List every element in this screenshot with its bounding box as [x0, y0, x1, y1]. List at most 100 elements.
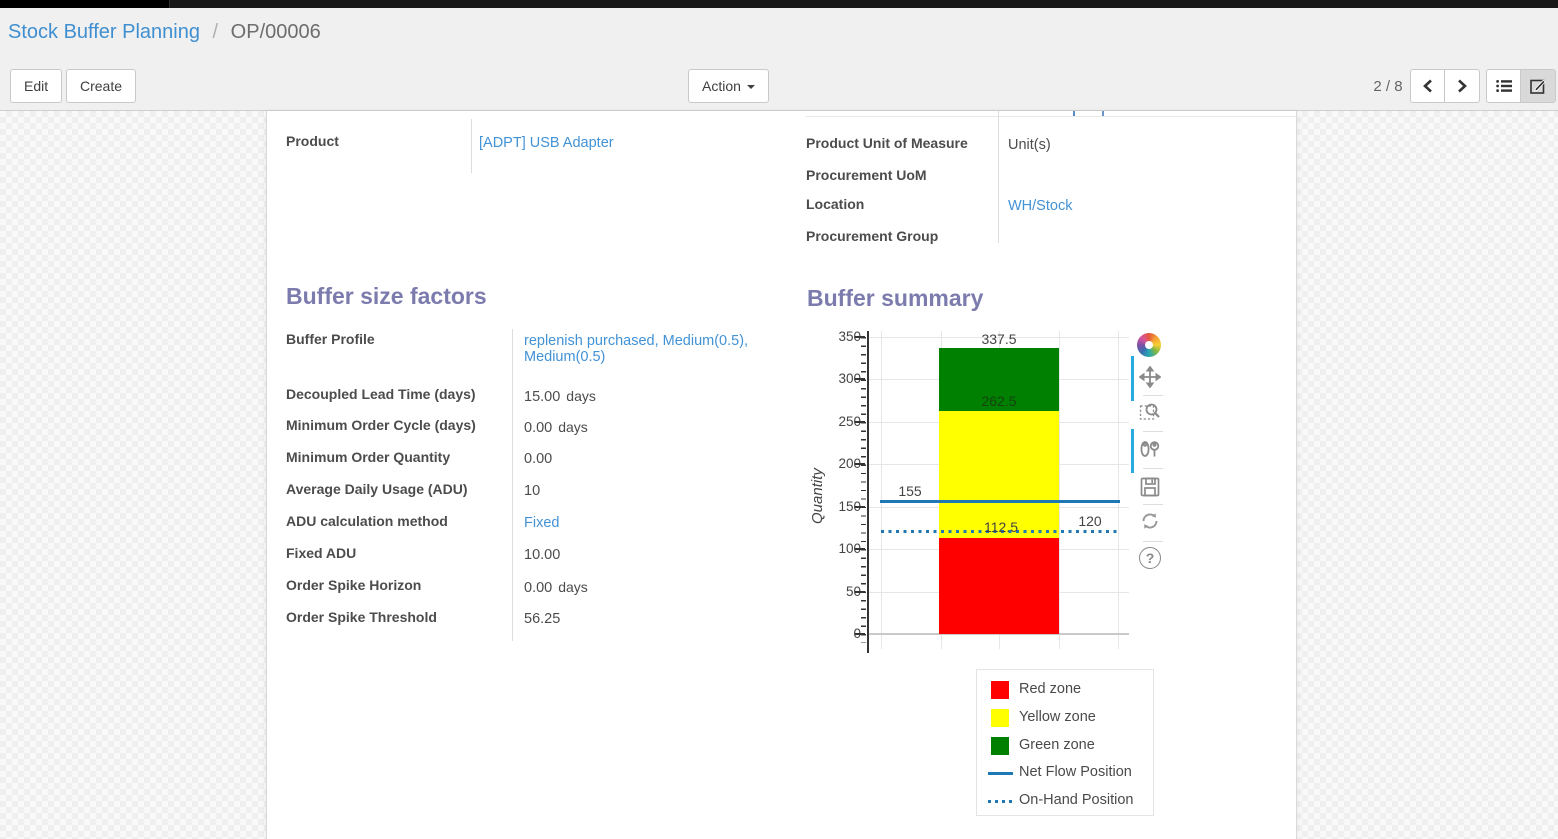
y-tick-label: 300: [838, 371, 861, 386]
action-dropdown-button[interactable]: Action: [688, 69, 769, 103]
y-tick-label: 150: [838, 499, 861, 514]
field-group-divider: [806, 116, 1296, 117]
edit-button[interactable]: Edit: [10, 69, 63, 103]
pan-icon[interactable]: [1138, 365, 1162, 389]
dotted-line-swatch: [988, 800, 1013, 803]
field-label-spike-horizon: Order Spike Horizon: [286, 577, 422, 593]
system-top-bar-segment: [0, 0, 170, 8]
control-panel: Stock Buffer Planning / OP/00006 Edit Cr…: [0, 8, 1558, 111]
field-value-location-link[interactable]: WH/Stock: [1008, 198, 1073, 214]
field-value-dlt: 15.00 days: [524, 388, 596, 405]
field-value-product-link[interactable]: [ADPT] USB Adapter: [479, 135, 614, 151]
chevron-down-icon: [746, 85, 755, 90]
plot-area[interactable]: 337.5 262.5 155 112.5 120: [869, 331, 1129, 649]
legend-item-red-zone[interactable]: Red zone: [977, 680, 1155, 702]
field-label-moq: Minimum Order Quantity: [286, 449, 451, 465]
on-hand-position-line: [881, 530, 1117, 533]
field-value-product-uom: Unit(s): [1008, 137, 1051, 153]
solid-line-swatch: [988, 772, 1013, 775]
field-label-buffer-profile: Buffer Profile: [286, 331, 375, 347]
field-value-moq: 0.00: [524, 451, 553, 467]
clipped-row-remnant: [1102, 111, 1104, 116]
modebar-accent-bar: [1131, 429, 1134, 473]
field-value-spike-horizon: 0.00 days: [524, 579, 588, 596]
list-view-button[interactable]: [1486, 69, 1521, 103]
view-switcher: [1486, 69, 1556, 103]
field-label-adu-method: ADU calculation method: [286, 513, 448, 529]
field-value-adu: 10: [524, 483, 541, 499]
hover-compare-icon[interactable]: [1139, 438, 1161, 460]
chevron-left-icon: [1422, 79, 1432, 93]
green-swatch: [991, 737, 1009, 755]
field-label-fixed-adu: Fixed ADU: [286, 545, 357, 561]
field-label-spike-threshold: Order Spike Threshold: [286, 609, 437, 625]
field-suffix: days: [558, 579, 588, 595]
buffer-summary-chart: Quantity 350 300 250 200 150 100 50 0: [807, 326, 1167, 671]
breadcrumb-section-link[interactable]: Stock Buffer Planning: [8, 21, 200, 43]
form-view-button[interactable]: [1521, 69, 1556, 103]
y-axis-title: Quantity: [809, 468, 826, 524]
chart-legend: Red zone Yellow zone Green zone Net Flow…: [976, 669, 1154, 816]
modebar-accent-bar: [1131, 356, 1134, 401]
field-suffix: days: [566, 388, 596, 404]
yellow-swatch: [991, 709, 1009, 727]
field-label-procurement-uom: Procurement UoM: [806, 167, 927, 183]
y-axis-line: [867, 331, 869, 653]
y-tick-label: 350: [838, 329, 861, 344]
help-icon[interactable]: ?: [1139, 547, 1161, 569]
pager-previous-button[interactable]: [1410, 69, 1445, 103]
y-tick-label: 50: [845, 584, 861, 599]
legend-item-green-zone[interactable]: Green zone: [977, 736, 1155, 758]
field-label-product-uom: Product Unit of Measure: [806, 135, 968, 151]
form-view-icon: [1530, 79, 1546, 94]
form-sheet: Product [ADPT] USB Adapter Product Unit …: [266, 111, 1297, 839]
field-label-product: Product: [286, 133, 339, 149]
annotation-net-flow: 155: [898, 483, 922, 499]
legend-item-on-hand[interactable]: On-Hand Position: [977, 791, 1155, 813]
system-top-bar: [0, 0, 1558, 8]
save-icon[interactable]: [1139, 476, 1161, 498]
annotation-red-top: 112.5: [984, 519, 1018, 535]
breadcrumb-record: OP/00006: [230, 21, 321, 43]
field-label-dlt: Decoupled Lead Time (days): [286, 386, 476, 402]
box-zoom-icon[interactable]: [1139, 400, 1161, 422]
create-button[interactable]: Create: [66, 69, 137, 103]
reset-axes-icon[interactable]: [1139, 510, 1161, 532]
red-zone-bar: [939, 538, 1059, 634]
field-label-adu: Average Daily Usage (ADU): [286, 481, 468, 497]
column-separator: [512, 329, 513, 641]
field-value-adu-method-link[interactable]: Fixed: [524, 515, 560, 531]
green-zone-bar: [939, 348, 1059, 411]
content-background: Product [ADPT] USB Adapter Product Unit …: [0, 111, 1558, 839]
pager-next-button[interactable]: [1445, 69, 1480, 103]
action-label: Action: [702, 78, 741, 94]
field-label-procurement-group: Procurement Group: [806, 228, 939, 244]
yellow-zone-bar: [939, 411, 1059, 538]
field-value-buffer-profile-link[interactable]: replenish purchased, Medium(0.5), Medium…: [524, 333, 749, 365]
annotation-green-yellow-boundary: 262.5: [981, 393, 1017, 409]
net-flow-position-line: [880, 500, 1120, 503]
y-tick-label: 100: [838, 541, 861, 556]
chevron-right-icon: [1458, 79, 1467, 93]
plotly-logo-icon[interactable]: [1137, 333, 1161, 357]
column-separator: [998, 111, 999, 243]
clipped-row-remnant: [1073, 111, 1075, 116]
section-title-buffer-size-factors: Buffer size factors: [286, 283, 487, 309]
column-separator: [471, 119, 472, 173]
legend-item-yellow-zone[interactable]: Yellow zone: [977, 708, 1155, 730]
pager-value: 2 / 8: [1373, 78, 1403, 95]
field-value-fixed-adu: 10.00: [524, 547, 561, 563]
pager-buttons: [1410, 69, 1480, 103]
breadcrumb-separator: /: [212, 21, 219, 43]
field-value-moc: 0.00 days: [524, 419, 588, 436]
field-label-moc: Minimum Order Cycle (days): [286, 417, 476, 433]
y-axis-minor-ticks: [861, 337, 866, 643]
red-swatch: [991, 681, 1009, 699]
field-label-location: Location: [806, 196, 865, 212]
section-title-buffer-summary: Buffer summary: [807, 285, 984, 311]
breadcrumb: Stock Buffer Planning / OP/00006: [8, 21, 321, 44]
y-tick-label: 200: [838, 456, 861, 471]
legend-item-net-flow[interactable]: Net Flow Position: [977, 763, 1155, 785]
list-view-icon: [1495, 80, 1512, 92]
